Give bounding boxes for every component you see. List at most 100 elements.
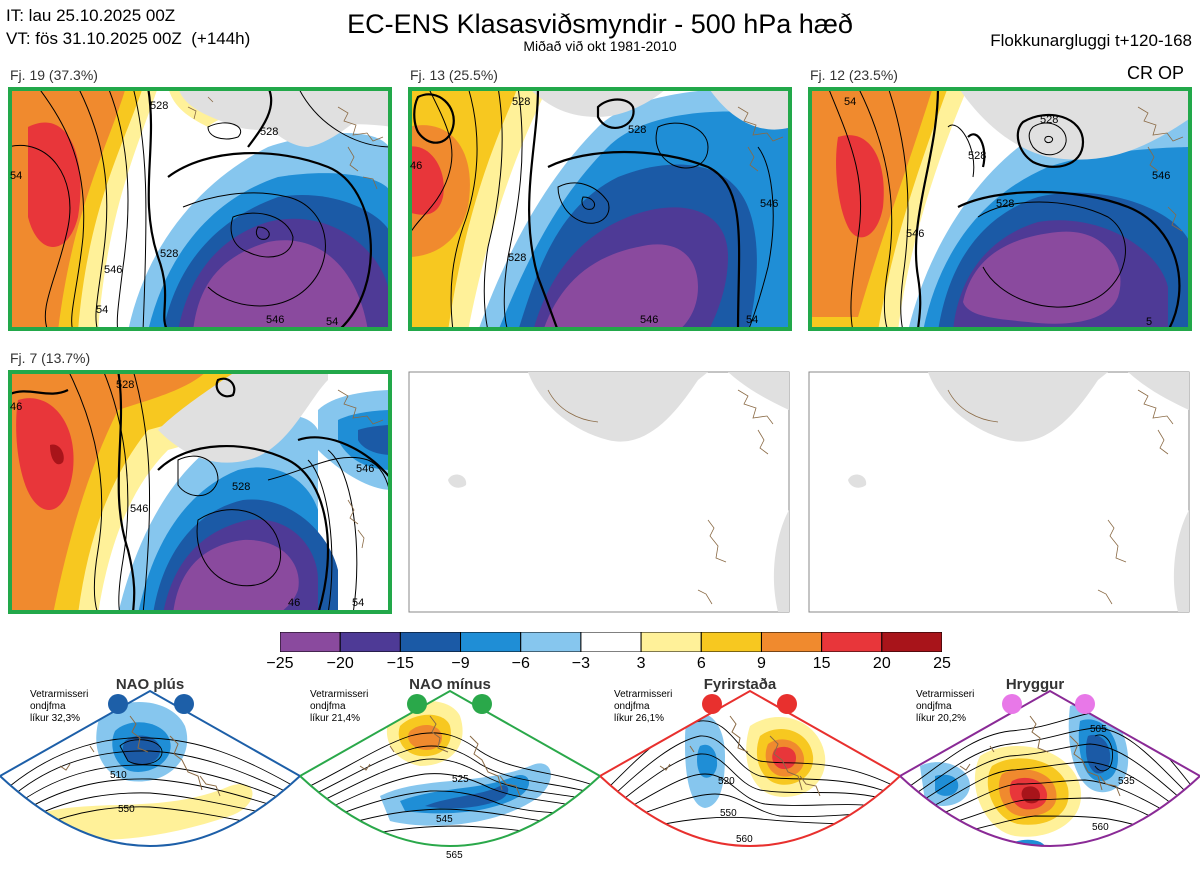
empty-map-6 (808, 370, 1190, 613)
panel-3-contour-label: 5 (1146, 316, 1152, 328)
colorbar-bin (580, 631, 642, 653)
regime-1-contour-label: 550 (118, 804, 135, 815)
colorbar-bin (821, 631, 883, 653)
regime-1-title: NAO plús (115, 676, 185, 693)
regime-3-contour-label: 560 (736, 834, 753, 845)
panel-1-contour-label: 54 (10, 170, 22, 182)
panel-1-contour-label: 54 (326, 316, 338, 328)
colorbar (279, 631, 943, 653)
panel-3-contour-label: 528 (1040, 114, 1058, 126)
colorbar-tick-label: 25 (933, 655, 951, 672)
regime-1-contour-label: 510 (110, 770, 127, 781)
valid-time: VT: fös 31.10.2025 00Z (+144h) (6, 29, 251, 48)
panel-3-contour-label: 546 (906, 228, 924, 240)
regime-2-note: Vetrarmisseri ondjfma líkur 21,4% (310, 689, 369, 724)
regime-2-contour-label: 545 (436, 814, 453, 825)
panel-1-contour-label: 528 (150, 100, 168, 112)
regime-nao-minus: 525 545 565 (298, 676, 602, 871)
colorbar-tick-label: 3 (636, 655, 646, 672)
colorbar-tick-label: −9 (451, 655, 470, 672)
regime-4-contour-label: 505 (1090, 724, 1107, 735)
regime-marker (108, 694, 128, 714)
regime-3-contour-label: 520 (718, 776, 735, 787)
colorbar-bin (760, 631, 823, 653)
colorbar-tick-label: −15 (386, 655, 414, 672)
panel-2-contour-label: 54 (746, 314, 758, 326)
panel-1-contour-label: 546 (104, 264, 122, 276)
colorbar-bin (640, 631, 702, 653)
regime-3-contour-label: 550 (720, 808, 737, 819)
colorbar-bin (399, 631, 462, 653)
regime-2-contour-label: 565 (446, 850, 463, 861)
empty-map-5 (408, 370, 790, 613)
regime-marker (472, 694, 492, 714)
regime-ridge: 505 535 560 (898, 676, 1200, 871)
colorbar-tick-label: −3 (571, 655, 591, 672)
panel-4-label: Fj. 7 (13.7%) (10, 350, 91, 366)
colorbar-tick-label: 6 (696, 655, 706, 672)
colorbar-bin (279, 631, 341, 653)
regime-4-note: Vetrarmisseri ondjfma líkur 20,2% (916, 689, 975, 724)
regime-nao-plus: 510 550 (0, 676, 302, 871)
page-subtitle: Miðað við okt 1981-2010 (523, 38, 677, 54)
regime-marker (407, 694, 427, 714)
initial-time: IT: lau 25.10.2025 00Z (6, 6, 176, 25)
page-title: EC-ENS Klasasviðsmyndir - 500 hPa hæð (347, 9, 853, 39)
header-times: IT: lau 25.10.2025 00Z VT: fös 31.10.2025… (6, 4, 250, 50)
panel-3-contour-label: 528 (968, 150, 986, 162)
regime-blocking: 520 550 560 (598, 676, 902, 871)
colorbar-tick-label: 15 (812, 655, 831, 672)
regime-2-contour-label: 525 (452, 774, 469, 785)
panel-4-contour-label: 528 (116, 379, 134, 391)
panel-3-contour-label: 54 (844, 96, 856, 108)
colorbar-bins (279, 631, 943, 653)
regime-marker (1002, 694, 1022, 714)
colorbar-bin (460, 631, 522, 653)
regime-3-title: Fyrirstaða (703, 676, 777, 693)
regime-marker (1075, 694, 1095, 714)
panel-2-contour-label: 546 (760, 198, 778, 210)
run-label: CR OP (1126, 63, 1184, 83)
colorbar-bin (339, 631, 401, 653)
panel-2-label: Fj. 13 (25.5%) (410, 67, 498, 83)
panel-4-contour-label: 46 (10, 401, 22, 413)
panel-4-contour-label: 46 (288, 597, 300, 609)
panel-3-contour-label: 546 (1152, 170, 1170, 182)
panel-3-contour-label: 528 (996, 198, 1014, 210)
cluster-map-2: 46 528 528 546 528 546 54 (408, 87, 792, 331)
regime-3-note: Vetrarmisseri ondjfma líkur 26,1% (614, 689, 673, 724)
colorbar-tick-label: 9 (757, 655, 766, 672)
colorbar-tick-label: −20 (326, 655, 354, 672)
panel-4-contour-label: 528 (232, 481, 250, 493)
cluster-map-4: 46 528 528 546 546 46 54 (8, 370, 392, 614)
panel-1-contour-label: 528 (260, 126, 278, 138)
colorbar-tick-label: 20 (872, 655, 891, 672)
cluster-map-1: 54 528 528 546 528 546 54 54 (8, 87, 392, 331)
colorbar-bin (520, 631, 582, 653)
panel-4-contour-label: 546 (356, 463, 374, 475)
panel-1-contour-label: 54 (96, 304, 108, 316)
colorbar-bin (700, 631, 762, 653)
panel-2-contour-label: 528 (508, 252, 526, 264)
panel-1-contour-label: 546 (266, 314, 284, 326)
regime-4-title: Hryggur (1005, 676, 1065, 693)
panel-4-contour-label: 546 (130, 503, 148, 515)
panel-3-label: Fj. 12 (23.5%) (810, 67, 898, 83)
colorbar-tick-label: −25 (266, 655, 294, 672)
colorbar-tick-label: −6 (511, 655, 530, 672)
panel-2-contour-label: 46 (410, 160, 422, 172)
panel-1-label: Fj. 19 (37.3%) (10, 67, 98, 83)
regime-4-contour-label: 535 (1118, 776, 1135, 787)
panel-4-contour-label: 54 (352, 597, 364, 609)
window-label: Flokkunargluggi t+120-168 (990, 31, 1192, 50)
colorbar-bin (881, 631, 943, 653)
panel-2-contour-label: 528 (512, 96, 530, 108)
panel-2-contour-label: 546 (640, 314, 658, 326)
panel-2-contour-label: 528 (628, 124, 646, 136)
cluster-map-3: 54 528 528 546 528 546 5 (808, 87, 1192, 331)
regime-2-title: NAO mínus (409, 676, 491, 693)
panel-1-contour-label: 528 (160, 248, 178, 260)
regime-marker (174, 694, 194, 714)
regime-marker (702, 694, 722, 714)
regime-marker (777, 694, 797, 714)
